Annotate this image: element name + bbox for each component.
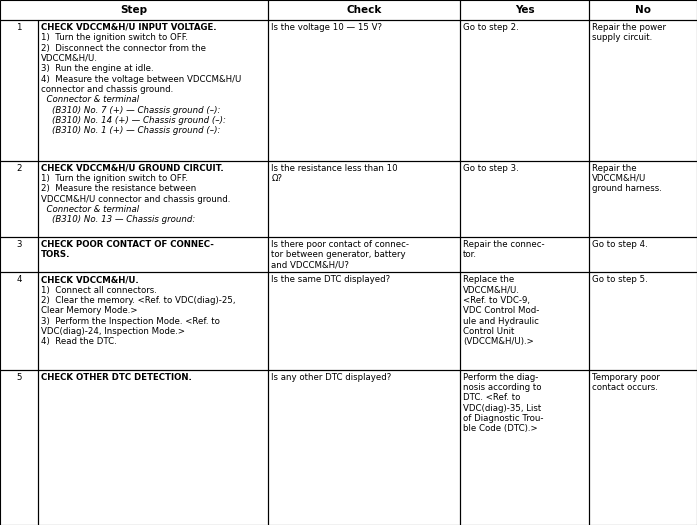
- Text: 3: 3: [17, 240, 22, 249]
- Text: VDCCM&H/U.: VDCCM&H/U.: [41, 54, 98, 63]
- Text: Repair the: Repair the: [592, 164, 636, 173]
- Text: 3)  Run the engine at idle.: 3) Run the engine at idle.: [41, 64, 154, 74]
- Text: Repair the power: Repair the power: [592, 23, 666, 32]
- Text: 1: 1: [17, 23, 22, 32]
- Text: 4)  Read the DTC.: 4) Read the DTC.: [41, 338, 117, 346]
- Text: 1)  Turn the ignition switch to OFF.: 1) Turn the ignition switch to OFF.: [41, 174, 188, 183]
- Text: Replace the: Replace the: [463, 276, 514, 285]
- Text: Is there poor contact of connec-: Is there poor contact of connec-: [271, 240, 409, 249]
- Text: nosis according to: nosis according to: [463, 383, 542, 392]
- Text: <Ref. to VDC-9,: <Ref. to VDC-9,: [463, 296, 530, 305]
- Text: 3)  Perform the Inspection Mode. <Ref. to: 3) Perform the Inspection Mode. <Ref. to: [41, 317, 220, 326]
- Bar: [268, 370, 460, 525]
- Bar: [589, 370, 697, 525]
- Text: Is the resistance less than 10: Is the resistance less than 10: [271, 164, 398, 173]
- Text: tor.: tor.: [463, 250, 477, 259]
- Bar: [268, 0, 460, 20]
- Text: (B310) No. 13 — Chassis ground:: (B310) No. 13 — Chassis ground:: [41, 215, 196, 224]
- Bar: [589, 237, 697, 272]
- Text: contact occurs.: contact occurs.: [592, 383, 658, 392]
- Text: CHECK VDCCM&H/U.: CHECK VDCCM&H/U.: [41, 276, 139, 285]
- Text: 4)  Measure the voltage between VDCCM&H/U: 4) Measure the voltage between VDCCM&H/U: [41, 75, 242, 83]
- Bar: [589, 0, 697, 20]
- Text: Repair the connec-: Repair the connec-: [463, 240, 544, 249]
- Text: Is the voltage 10 — 15 V?: Is the voltage 10 — 15 V?: [271, 23, 383, 32]
- Bar: [0, 272, 38, 370]
- Text: ground harness.: ground harness.: [592, 184, 662, 193]
- Text: Go to step 3.: Go to step 3.: [463, 164, 519, 173]
- Text: CHECK POOR CONTACT OF CONNEC-: CHECK POOR CONTACT OF CONNEC-: [41, 240, 214, 249]
- Text: Is the same DTC displayed?: Is the same DTC displayed?: [271, 276, 390, 285]
- Text: DTC. <Ref. to: DTC. <Ref. to: [463, 393, 521, 402]
- Text: CHECK VDCCM&H/U GROUND CIRCUIT.: CHECK VDCCM&H/U GROUND CIRCUIT.: [41, 164, 224, 173]
- Bar: [38, 20, 268, 161]
- Text: VDC(diag)-35, List: VDC(diag)-35, List: [463, 404, 542, 413]
- Bar: [460, 237, 589, 272]
- Bar: [460, 0, 589, 20]
- Bar: [0, 237, 38, 272]
- Text: Clear Memory Mode.>: Clear Memory Mode.>: [41, 307, 138, 316]
- Bar: [460, 161, 589, 237]
- Text: CHECK VDCCM&H/U INPUT VOLTAGE.: CHECK VDCCM&H/U INPUT VOLTAGE.: [41, 23, 217, 32]
- Text: supply circuit.: supply circuit.: [592, 33, 652, 43]
- Text: 4: 4: [17, 276, 22, 285]
- Text: 2)  Measure the resistance between: 2) Measure the resistance between: [41, 184, 197, 193]
- Text: Step: Step: [121, 5, 148, 15]
- Bar: [0, 161, 38, 237]
- Text: Temporary poor: Temporary poor: [592, 373, 660, 382]
- Text: ble Code (DTC).>: ble Code (DTC).>: [463, 424, 537, 433]
- Text: tor between generator, battery: tor between generator, battery: [271, 250, 406, 259]
- Bar: [268, 20, 460, 161]
- Text: (B310) No. 1 (+) — Chassis ground (–):: (B310) No. 1 (+) — Chassis ground (–):: [41, 127, 221, 135]
- Text: 1)  Connect all connectors.: 1) Connect all connectors.: [41, 286, 158, 295]
- Bar: [589, 20, 697, 161]
- Bar: [268, 272, 460, 370]
- Text: connector and chassis ground.: connector and chassis ground.: [41, 85, 174, 94]
- Text: CHECK OTHER DTC DETECTION.: CHECK OTHER DTC DETECTION.: [41, 373, 192, 382]
- Text: VDCCM&H/U connector and chassis ground.: VDCCM&H/U connector and chassis ground.: [41, 195, 231, 204]
- Text: VDC Control Mod-: VDC Control Mod-: [463, 307, 539, 316]
- Text: VDCCM&H/U.: VDCCM&H/U.: [463, 286, 520, 295]
- Bar: [38, 161, 268, 237]
- Text: VDCCM&H/U: VDCCM&H/U: [592, 174, 646, 183]
- Text: of Diagnostic Trou-: of Diagnostic Trou-: [463, 414, 544, 423]
- Bar: [460, 370, 589, 525]
- Text: Go to step 4.: Go to step 4.: [592, 240, 648, 249]
- Text: ule and Hydraulic: ule and Hydraulic: [463, 317, 539, 326]
- Bar: [589, 272, 697, 370]
- Text: 2: 2: [17, 164, 22, 173]
- Bar: [268, 237, 460, 272]
- Bar: [460, 272, 589, 370]
- Bar: [460, 20, 589, 161]
- Text: Is any other DTC displayed?: Is any other DTC displayed?: [271, 373, 392, 382]
- Bar: [0, 20, 38, 161]
- Text: Connector & terminal: Connector & terminal: [41, 205, 139, 214]
- Text: TORS.: TORS.: [41, 250, 71, 259]
- Text: 5: 5: [17, 373, 22, 382]
- Text: 1)  Turn the ignition switch to OFF.: 1) Turn the ignition switch to OFF.: [41, 33, 188, 43]
- Bar: [38, 370, 268, 525]
- Text: 2)  Clear the memory. <Ref. to VDC(diag)-25,: 2) Clear the memory. <Ref. to VDC(diag)-…: [41, 296, 236, 305]
- Text: (B310) No. 7 (+) — Chassis ground (–):: (B310) No. 7 (+) — Chassis ground (–):: [41, 106, 221, 114]
- Bar: [268, 161, 460, 237]
- Text: (B310) No. 14 (+) — Chassis ground (–):: (B310) No. 14 (+) — Chassis ground (–):: [41, 116, 227, 125]
- Bar: [38, 272, 268, 370]
- Text: Perform the diag-: Perform the diag-: [463, 373, 538, 382]
- Text: Ω?: Ω?: [271, 174, 282, 183]
- Bar: [0, 370, 38, 525]
- Text: Connector & terminal: Connector & terminal: [41, 95, 139, 104]
- Text: 2)  Disconnect the connector from the: 2) Disconnect the connector from the: [41, 44, 206, 52]
- Text: and VDCCM&H/U?: and VDCCM&H/U?: [271, 260, 349, 269]
- Text: No: No: [635, 5, 651, 15]
- Text: Check: Check: [346, 5, 382, 15]
- Text: (VDCCM&H/U).>: (VDCCM&H/U).>: [463, 338, 534, 346]
- Text: Yes: Yes: [514, 5, 535, 15]
- Bar: [38, 237, 268, 272]
- Bar: [0, 0, 268, 20]
- Text: Control Unit: Control Unit: [463, 327, 514, 336]
- Text: VDC(diag)-24, Inspection Mode.>: VDC(diag)-24, Inspection Mode.>: [41, 327, 185, 336]
- Bar: [589, 161, 697, 237]
- Text: Go to step 5.: Go to step 5.: [592, 276, 648, 285]
- Text: Go to step 2.: Go to step 2.: [463, 23, 519, 32]
